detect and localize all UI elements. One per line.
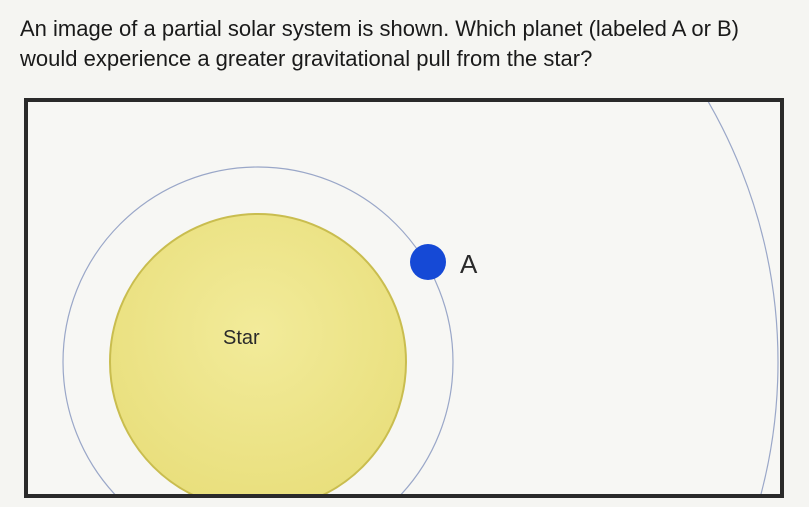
star-circle xyxy=(110,214,406,494)
star-label: Star xyxy=(223,327,260,350)
question-prompt: An image of a partial solar system is sh… xyxy=(0,0,809,83)
orbital-svg xyxy=(28,102,780,494)
solar-system-diagram: Star A xyxy=(24,98,784,498)
planet-a xyxy=(410,244,446,280)
question-line-2: would experience a greater gravitational… xyxy=(20,46,592,71)
planet-label-a: A xyxy=(460,249,477,280)
question-line-1: An image of a partial solar system is sh… xyxy=(20,16,739,41)
